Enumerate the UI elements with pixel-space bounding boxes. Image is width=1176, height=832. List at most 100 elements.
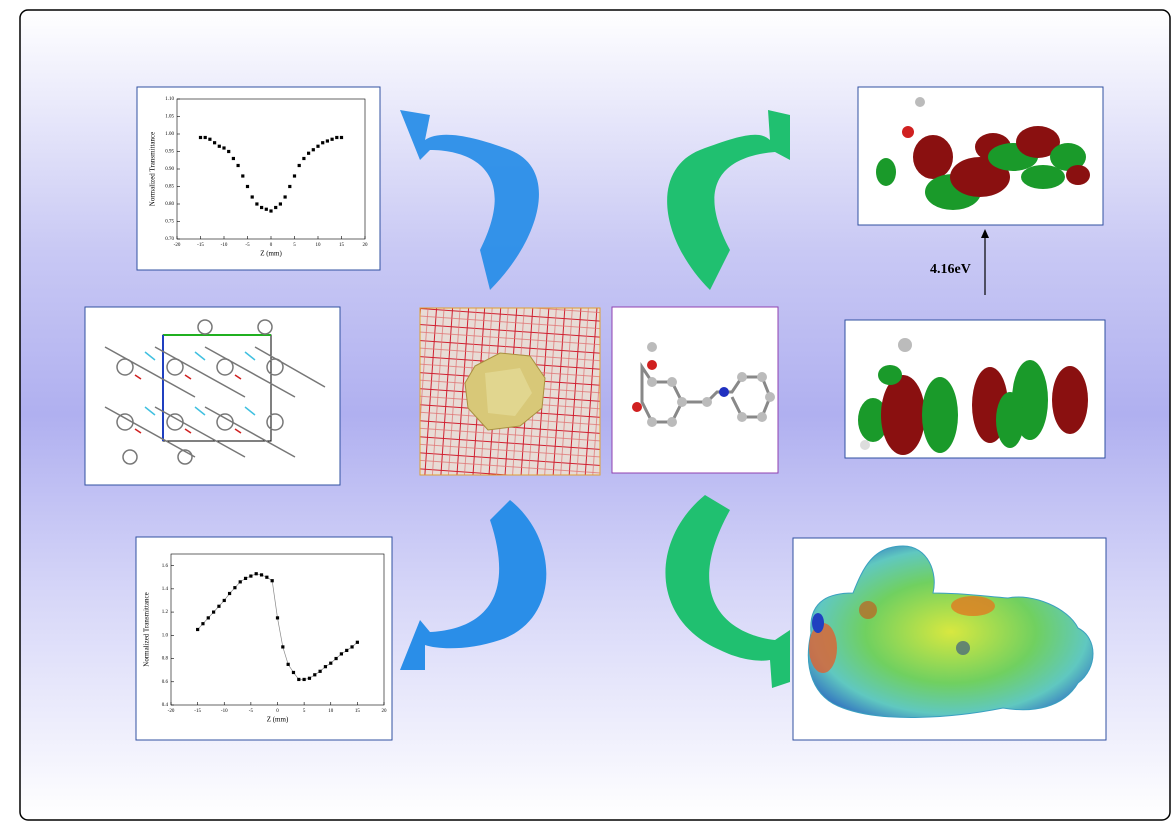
data-point	[313, 673, 317, 677]
x-axis-label: Z (mm)	[260, 250, 282, 258]
data-point	[236, 163, 240, 168]
data-point	[269, 209, 273, 213]
data-point	[291, 670, 296, 675]
data-point	[297, 677, 301, 682]
y-tick-label: 0.80	[165, 202, 174, 207]
x-tick-label: 20	[363, 243, 369, 248]
data-point	[318, 669, 322, 673]
data-point	[222, 146, 226, 150]
panel	[135, 536, 393, 741]
data-point	[227, 591, 232, 596]
data-point	[212, 610, 216, 614]
x-tick-label: -20	[168, 709, 175, 714]
data-point	[339, 652, 343, 656]
x-tick-label: 20	[382, 709, 388, 714]
data-point	[203, 135, 207, 140]
data-point	[222, 598, 226, 603]
y-tick-label: 1.6	[162, 564, 169, 569]
data-point	[238, 580, 242, 584]
data-point	[270, 579, 274, 583]
data-point	[311, 148, 315, 152]
data-point	[288, 184, 292, 189]
y-tick-label: 1.2	[162, 610, 169, 615]
data-point	[265, 575, 269, 579]
data-point	[264, 207, 268, 211]
data-point	[286, 662, 290, 666]
y-tick-label: 1.4	[162, 587, 169, 592]
y-axis-label: Normalized Transmittance	[149, 132, 157, 206]
x-tick-label: 10	[316, 243, 322, 248]
data-point	[302, 156, 306, 161]
y-tick-label: 0.6	[162, 680, 169, 685]
x-tick-label: 5	[293, 243, 296, 248]
data-point	[249, 574, 253, 578]
data-point	[196, 627, 200, 632]
x-tick-label: -10	[221, 243, 228, 248]
x-tick-label: -15	[197, 243, 204, 248]
data-point	[275, 616, 280, 620]
molecule	[611, 306, 779, 474]
y-tick-label: 0.95	[165, 150, 174, 155]
homo-orbital	[844, 319, 1106, 459]
y-tick-label: 1.0	[162, 633, 169, 638]
arrow	[400, 500, 547, 670]
y-tick-label: 0.8	[162, 657, 169, 662]
data-point	[307, 676, 312, 680]
panel	[136, 86, 381, 271]
data-point	[302, 677, 306, 682]
data-point	[227, 149, 231, 154]
x-axis-label: Z (mm)	[267, 716, 289, 724]
data-point	[208, 137, 212, 141]
x-tick-label: -15	[194, 709, 201, 714]
x-tick-label: -5	[245, 243, 250, 248]
lumo-orbital	[857, 86, 1104, 226]
chart-panel: 0.4 0.6 0.8 1.0 1.2 1.4 1.6 -20 -15 -10 -5 0 5 10 15 20…	[135, 536, 393, 741]
y-tick-label: 1.05	[165, 115, 174, 120]
x-tick-label: -20	[174, 243, 181, 248]
data-point	[250, 195, 254, 199]
y-axis-label: Normalized Transmittance	[143, 592, 151, 666]
y-tick-label: 1.10	[165, 97, 174, 102]
x-tick-label: 0	[270, 243, 273, 248]
chart-panel: 0.70 0.75 0.80 0.85 0.90 0.95 1.00 1.05 1.10 -20 -…	[136, 86, 381, 271]
data-point	[323, 665, 328, 669]
data-point	[329, 661, 333, 665]
x-tick-label: 5	[303, 709, 306, 714]
data-point	[292, 174, 297, 178]
data-point	[245, 184, 250, 189]
data-point	[255, 202, 259, 206]
data-point	[241, 174, 245, 178]
y-tick-label: 0.90	[165, 167, 174, 172]
y-tick-label: 0.4	[162, 703, 169, 708]
data-point	[350, 645, 354, 649]
energy-gap-label: 4.16eV	[930, 262, 971, 277]
data-point	[260, 205, 264, 210]
data-point	[201, 622, 205, 626]
data-point	[274, 205, 278, 210]
data-point	[321, 141, 325, 145]
crystal-packing	[84, 306, 341, 486]
gap-arrowhead	[981, 229, 989, 238]
y-tick-label: 0.70	[165, 237, 174, 242]
arrow	[400, 110, 539, 290]
data-point	[231, 156, 235, 161]
data-point	[206, 616, 210, 620]
data-point	[330, 137, 334, 141]
x-tick-label: 15	[355, 709, 361, 714]
data-point	[297, 163, 301, 168]
data-point	[217, 144, 221, 148]
data-point	[213, 141, 217, 145]
y-tick-label: 0.85	[165, 185, 174, 190]
arrow	[665, 495, 790, 688]
x-tick-label: 0	[276, 709, 279, 714]
x-tick-label: -5	[249, 709, 254, 714]
data-point	[334, 656, 338, 661]
data-point	[281, 645, 285, 649]
data-point	[243, 576, 248, 580]
data-point	[198, 135, 203, 140]
crystal-photo	[419, 307, 601, 476]
data-point	[339, 135, 344, 140]
data-point	[307, 151, 311, 155]
data-point	[345, 648, 349, 653]
